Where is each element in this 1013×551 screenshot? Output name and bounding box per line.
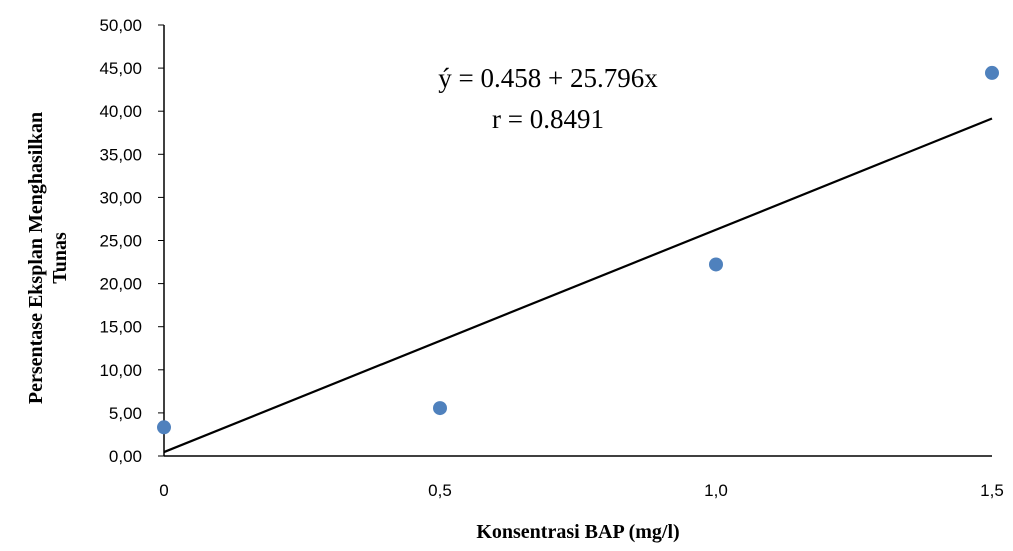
y-tick-label: 25,00 [99,232,142,251]
x-axis-ticks: 0 0,5 1,0 1,5 [159,481,1004,500]
data-points [157,65,999,435]
y-tick-label: 45,00 [99,59,142,78]
data-point [709,257,723,272]
y-tick-label: 50,00 [99,16,142,35]
y-axis-title-line-1: Persentase Eksplan Menghasilkan [25,112,47,404]
data-point [433,401,447,416]
y-tick-label: 15,00 [99,318,142,337]
y-tick-label: 5,00 [109,404,142,423]
data-point [157,420,171,435]
r-value-annotation: r = 0.8491 [492,104,604,134]
x-axis-title: Konsentrasi BAP (mg/l) [476,521,679,543]
y-tick-label: 0,00 [109,447,142,466]
data-point [985,65,999,80]
trend-line [163,117,993,454]
x-tick-label: 0 [159,481,168,500]
y-tick-label: 10,00 [99,361,142,380]
x-tick-label: 1,0 [704,481,728,500]
y-axis-title-line-2: Tunas [49,232,71,284]
x-tick-label: 1,5 [980,481,1004,500]
x-tick-label: 0,5 [428,481,452,500]
y-axis-ticks: 0,00 5,00 10,00 15,00 20,00 25,00 30,00 35,00 40… [99,16,164,466]
y-tick-label: 35,00 [99,145,142,164]
y-tick-label: 20,00 [99,275,142,294]
y-tick-label: 40,00 [99,102,142,121]
equation-annotation: ý = 0.458 + 25.796x [438,63,658,93]
y-tick-label: 30,00 [99,188,142,207]
